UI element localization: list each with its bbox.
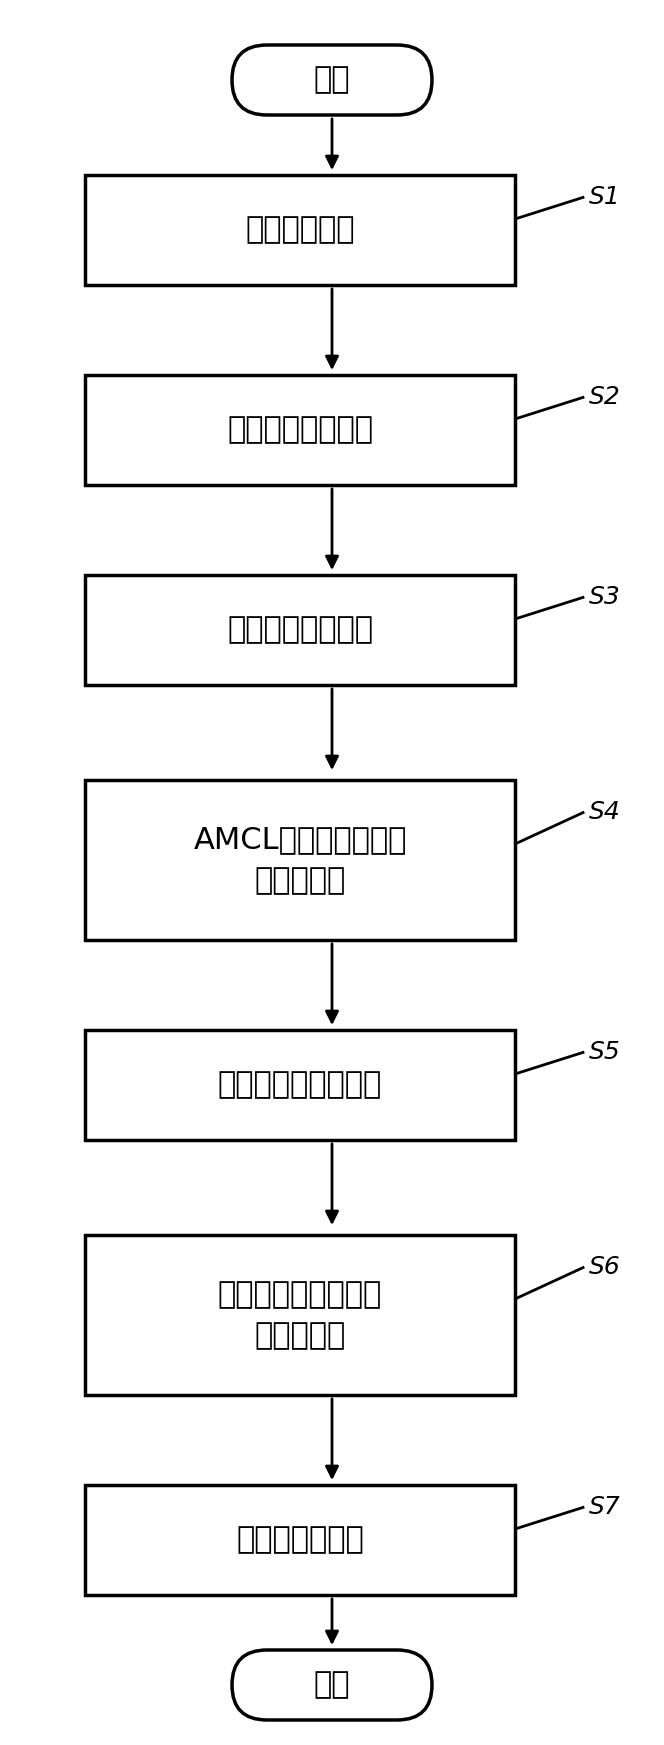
FancyBboxPatch shape [85,1485,515,1595]
Text: 航迹推算初始位姿: 航迹推算初始位姿 [227,616,373,644]
Text: 输出机器人位姿: 输出机器人位姿 [236,1525,364,1555]
Text: S6: S6 [590,1255,621,1279]
Text: S7: S7 [590,1495,621,1518]
FancyBboxPatch shape [85,1030,515,1139]
Text: S5: S5 [590,1040,621,1064]
FancyBboxPatch shape [85,174,515,284]
FancyBboxPatch shape [232,45,432,115]
FancyBboxPatch shape [85,780,515,941]
FancyBboxPatch shape [85,375,515,485]
Text: 结束: 结束 [314,1670,350,1700]
FancyBboxPatch shape [85,576,515,686]
Text: 初始化扫描匹配参数: 初始化扫描匹配参数 [218,1070,382,1099]
Text: 读取栅格地图: 读取栅格地图 [245,215,355,244]
Text: S1: S1 [590,185,621,209]
Text: 开始: 开始 [314,66,350,94]
Text: 全局目标点云地图: 全局目标点云地图 [227,415,373,445]
FancyBboxPatch shape [232,1651,432,1721]
FancyBboxPatch shape [85,1235,515,1394]
Text: AMCL利用栅格地图得
到全局位姿: AMCL利用栅格地图得 到全局位姿 [193,825,406,895]
Text: S4: S4 [590,799,621,824]
Text: S2: S2 [590,386,621,408]
Text: S3: S3 [590,585,621,609]
Text: 匹配全局点云地图进
行迭代求解: 匹配全局点云地图进 行迭代求解 [218,1281,382,1349]
